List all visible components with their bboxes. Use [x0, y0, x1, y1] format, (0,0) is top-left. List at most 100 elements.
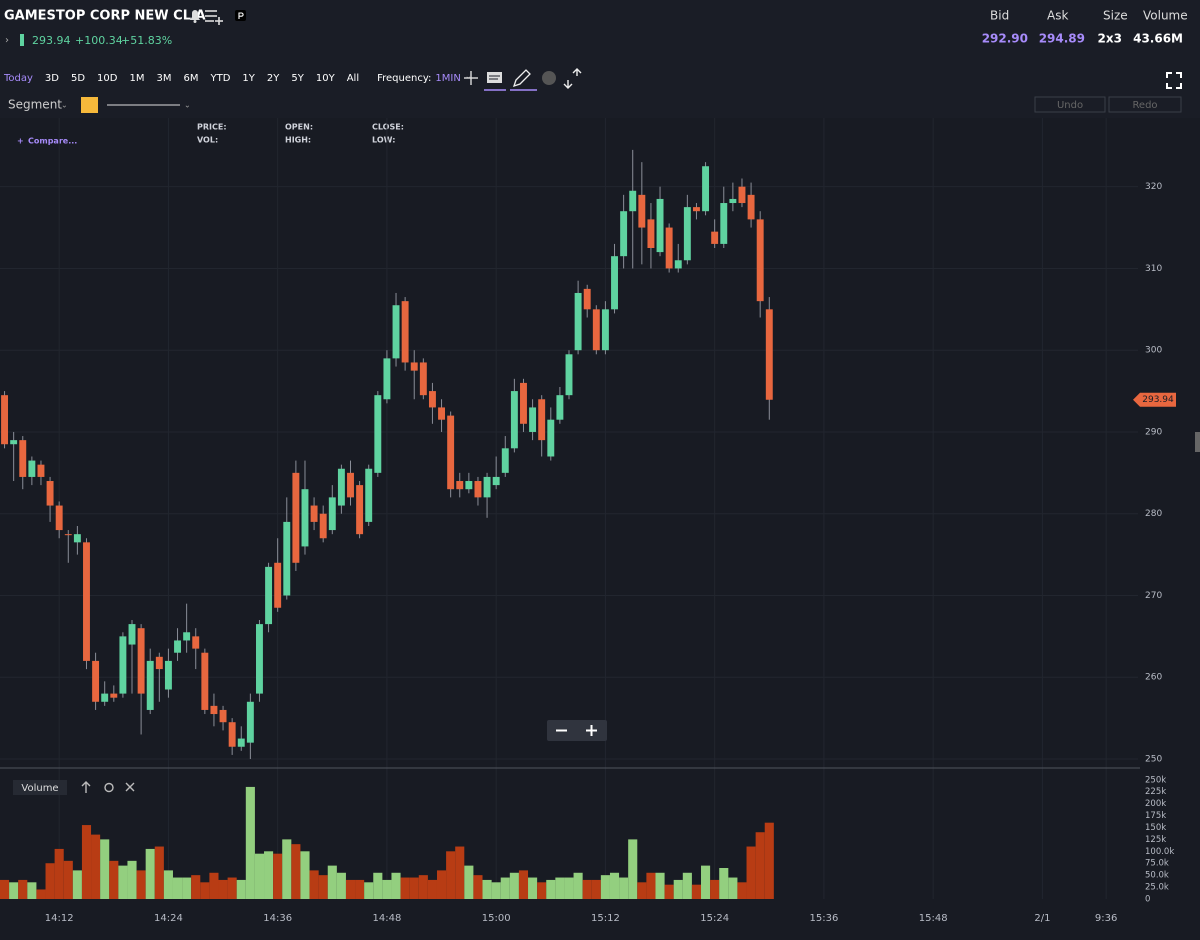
candle-body	[228, 722, 236, 747]
volume-bar	[764, 822, 774, 899]
last-price-tag	[1133, 392, 1176, 407]
compare-link[interactable]: Compare...	[28, 137, 77, 146]
expand-arrow[interactable]: ›	[5, 35, 9, 46]
candle-body	[192, 636, 200, 649]
volume-bar	[391, 872, 401, 899]
legend-field: HIGH:	[285, 136, 311, 145]
drawing-tools	[464, 68, 1182, 91]
volume-bar	[436, 870, 447, 899]
volume-bar	[628, 839, 638, 899]
candle-body	[410, 362, 418, 371]
watchlist-icon[interactable]	[205, 10, 223, 25]
alert-icon[interactable]	[190, 10, 200, 23]
x-tick-label: 15:48	[919, 913, 948, 924]
annotation-tool[interactable]	[487, 72, 502, 83]
instrument-title: GAMESTOP CORP NEW CL A	[4, 9, 206, 24]
candle-body	[720, 203, 728, 244]
candle-body	[665, 227, 673, 269]
range-button[interactable]: 3M	[156, 73, 171, 84]
close-pane[interactable]	[125, 782, 135, 792]
volume-tick-label: 175k	[1145, 811, 1166, 821]
move-up[interactable]	[81, 781, 91, 793]
candle-body	[447, 415, 455, 490]
dropdown-caret: ⌄	[61, 101, 68, 110]
volume-bar	[200, 882, 210, 899]
range-button[interactable]: 3D	[45, 73, 59, 84]
dropdown-caret: ⌄	[184, 101, 191, 110]
check-tool[interactable]	[542, 71, 556, 85]
candle-body	[292, 472, 300, 563]
x-tick-label: 14:12	[45, 913, 74, 924]
x-tick-label: 14:48	[373, 913, 402, 924]
range-button[interactable]: 5D	[71, 73, 85, 84]
candle-body	[301, 489, 309, 547]
candle-body	[155, 656, 163, 670]
volume-bar	[345, 879, 356, 899]
y-tick-label: 320	[1145, 182, 1162, 192]
candle-body	[64, 534, 72, 536]
volume-bar	[664, 884, 674, 899]
zoom-in[interactable]	[586, 725, 597, 736]
range-button[interactable]: 10Y	[316, 73, 336, 84]
candle-body	[365, 468, 373, 522]
volume-bar	[364, 882, 374, 899]
candle-body	[283, 521, 291, 596]
range-button[interactable]: 5Y	[291, 73, 304, 84]
candle-body	[711, 231, 719, 244]
range-button[interactable]: 6M	[183, 73, 198, 84]
volume-bar	[446, 851, 456, 899]
candle-body	[683, 207, 691, 261]
undo-button[interactable]	[1034, 96, 1106, 113]
range-button[interactable]: 10D	[97, 73, 118, 84]
candle-body	[529, 407, 537, 432]
legend-field: PRICE:	[197, 123, 227, 132]
range-button[interactable]: YTD	[209, 73, 230, 84]
volume-bar	[236, 879, 246, 899]
draw-tool[interactable]	[512, 69, 531, 88]
legend-field: LOW:	[372, 136, 395, 145]
range-button[interactable]: All	[347, 73, 359, 84]
volume-tick-label: 225k	[1145, 787, 1166, 797]
candle-body	[347, 472, 354, 498]
range-button[interactable]: 2Y	[267, 73, 280, 84]
frequency-value[interactable]: 1MIN	[435, 73, 460, 84]
legend-field: OPEN:	[285, 123, 313, 132]
volume-bar	[746, 846, 756, 899]
fullscreen-button[interactable]	[1166, 72, 1182, 89]
candle-body	[438, 407, 446, 420]
range-button[interactable]: Today	[3, 73, 33, 84]
quote-value: 2x3	[1098, 32, 1122, 46]
volume-bar	[573, 872, 583, 899]
volume-bar	[619, 877, 629, 899]
volume-bar	[282, 839, 292, 899]
volume-tick-label: 50.0k	[1145, 871, 1169, 881]
volume-bar	[464, 865, 474, 899]
range-button[interactable]: 1Y	[242, 73, 255, 84]
volume-bar	[9, 882, 19, 899]
color-swatch[interactable]	[81, 97, 98, 113]
side-handle[interactable]	[1195, 432, 1200, 452]
volume-bar	[36, 889, 46, 899]
quote-label: Size	[1103, 9, 1128, 23]
volume-bar	[691, 884, 702, 899]
volume-bar	[737, 882, 747, 899]
segment-select[interactable]: Segment	[8, 98, 62, 112]
candle-body	[19, 440, 27, 477]
volume-tick-label: 250k	[1145, 775, 1166, 785]
candle-body	[256, 624, 263, 694]
volume-bar	[227, 877, 237, 899]
settings[interactable]	[104, 782, 114, 793]
candle-body	[83, 542, 90, 661]
volume-pane-label: Volume	[21, 783, 58, 794]
share-tool[interactable]	[563, 68, 582, 89]
x-tick-label: 14:36	[263, 913, 292, 924]
crosshair-tool[interactable]	[464, 71, 478, 85]
price-change-pct: +51.83%	[121, 34, 172, 47]
redo-button[interactable]	[1108, 96, 1182, 113]
volume-bar	[54, 848, 64, 899]
quote-panel: Bid 292.90 Ask 294.89 Size 2x3 Volume 43.66M	[982, 9, 1188, 46]
candle-body	[729, 198, 737, 204]
volume-tag	[13, 780, 67, 795]
range-button[interactable]: 1M	[129, 73, 144, 84]
volume-tick-label: 25.0k	[1145, 883, 1169, 893]
